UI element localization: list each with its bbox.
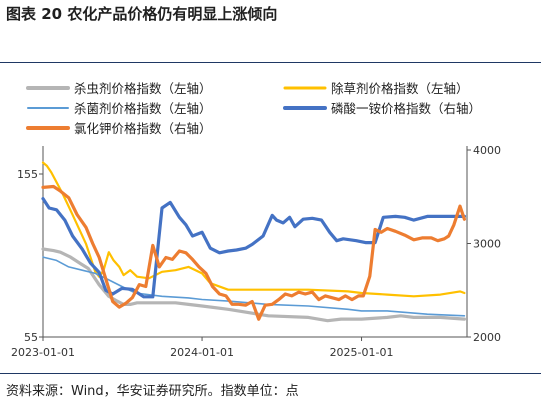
left-tick-label: 155 <box>17 168 38 181</box>
series-line-herbicide <box>41 161 466 298</box>
legend-label: 杀虫剂价格指数（左轴） <box>74 81 212 96</box>
chart-series-lines <box>41 161 466 323</box>
chart-ticks: 155 55 4000 3000 2000 2023-01-01 2024-01-01 202… <box>11 144 501 359</box>
legend-label: 杀菌剂价格指数（左轴） <box>74 101 212 116</box>
right-tick-label: 2000 <box>473 331 501 344</box>
series-line-fungicide <box>42 256 466 317</box>
x-tick-label: 2023-01-01 <box>11 346 75 359</box>
x-tick-label: 2024-01-01 <box>170 346 234 359</box>
legend-label: 磷酸一铵价格指数（右轴） <box>331 101 481 116</box>
series-line-insecticide <box>41 247 466 323</box>
right-tick-label: 3000 <box>473 238 501 251</box>
figure-title: 图表 20 农化产品价格仍有明显上涨倾向 <box>6 5 278 23</box>
left-tick-label: 55 <box>24 331 38 344</box>
chart-legend: 杀虫剂价格指数（左轴） 除草剂价格指数（左轴） 杀菌剂价格指数（左轴） 磷酸一铵价格指… <box>26 81 481 136</box>
right-tick-label: 4000 <box>473 144 501 157</box>
chart-axes <box>42 146 468 338</box>
source-note: 资料来源：Wind，华安证券研究所。指数单位：点 <box>6 384 299 399</box>
legend-label: 除草剂价格指数（左轴） <box>331 81 469 96</box>
bottom-divider <box>0 373 541 374</box>
legend-label: 氯化钾价格指数（右轴） <box>74 121 212 136</box>
x-tick-label: 2025-01-01 <box>330 346 394 359</box>
top-divider <box>0 62 541 63</box>
series-line-potash <box>41 184 466 321</box>
